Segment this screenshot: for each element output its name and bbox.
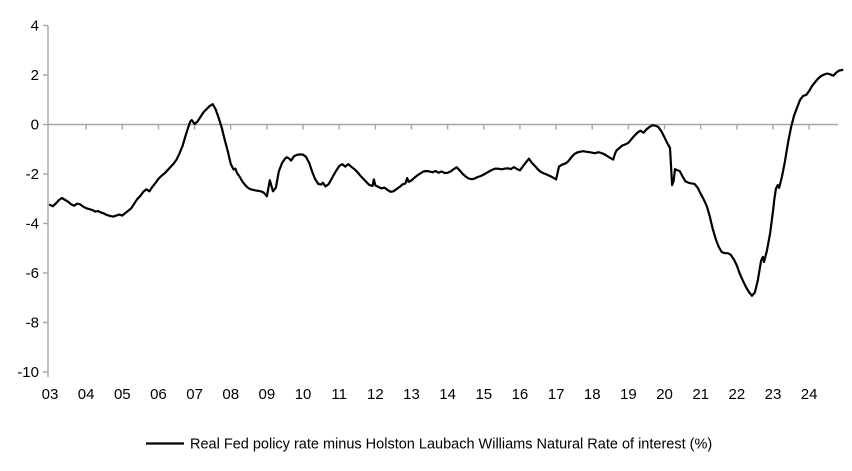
- x-tick-label: 08: [222, 386, 239, 403]
- x-tick-label: 13: [403, 386, 420, 403]
- legend-label: Real Fed policy rate minus Holston Lauba…: [190, 437, 712, 453]
- x-tick-label: 12: [367, 386, 384, 403]
- x-tick-label: 18: [584, 386, 601, 403]
- y-tick-group: [43, 24, 48, 373]
- legend: Real Fed policy rate minus Holston Lauba…: [146, 437, 712, 453]
- x-tick-label: 14: [439, 386, 456, 403]
- x-tick-label: 17: [548, 386, 565, 403]
- x-tick-group: [85, 124, 810, 130]
- x-tick-label: 06: [150, 386, 167, 403]
- x-tick-label: 20: [656, 386, 673, 403]
- y-tick-label: -8: [26, 315, 39, 332]
- x-tick-label: 07: [186, 386, 203, 403]
- x-tick-label: 24: [801, 386, 818, 403]
- x-tick-label: 15: [475, 386, 492, 403]
- x-tick-label: 10: [295, 386, 312, 403]
- x-tick-label: 23: [765, 386, 782, 403]
- x-tick-label: 09: [259, 386, 276, 403]
- x-tick-label: 16: [512, 386, 529, 403]
- y-tick-label: -6: [26, 265, 39, 282]
- x-tick-label: 04: [78, 386, 95, 403]
- x-axis-labels: 03 04 05 06 07 08 09 10 11 12 13 14 15 16 17 18 19 20 21 22…: [42, 386, 818, 403]
- x-tick-label: 21: [692, 386, 709, 403]
- y-tick-label: 2: [31, 67, 39, 84]
- y-tick-label: -2: [26, 166, 39, 183]
- y-tick-label: -4: [26, 216, 39, 233]
- x-tick-label: 22: [729, 386, 746, 403]
- y-tick-label: -10: [17, 364, 39, 381]
- y-tick-label: 4: [31, 18, 39, 35]
- x-tick-label: 03: [42, 386, 59, 403]
- x-tick-label: 05: [114, 386, 131, 403]
- series-line: [48, 68, 844, 297]
- y-axis-labels: 4 2 0 -2 -4 -6 -8 -10: [17, 18, 39, 382]
- x-tick-label: 19: [620, 386, 637, 403]
- y-tick-label: 0: [31, 117, 39, 134]
- x-tick-label: 11: [331, 386, 347, 403]
